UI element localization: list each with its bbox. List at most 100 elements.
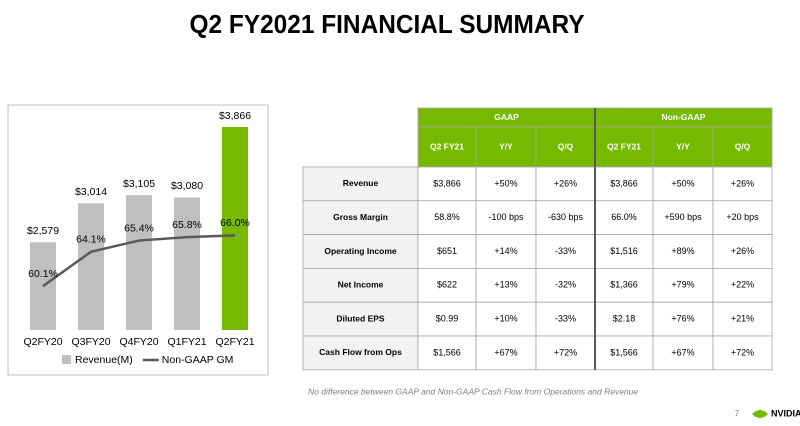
footnote: No difference between GAAP and Non-GAAP … — [308, 386, 638, 396]
table-cell: -33% — [555, 313, 576, 323]
table-cell-bg — [712, 234, 773, 269]
group-header: Non-GAAP — [662, 112, 706, 122]
table-cell: -32% — [555, 280, 576, 290]
slide-title: Q2 FY2021 FINANCIAL SUMMARY — [190, 9, 585, 39]
bar-value-label: $2,579 — [27, 225, 59, 237]
x-tick-label: Q1FY21 — [167, 336, 206, 348]
line-value-label: 65.8% — [172, 219, 202, 231]
column-header-bg — [594, 126, 654, 168]
table-cell: +20 bps — [726, 212, 759, 222]
table-cell: +22% — [731, 280, 754, 290]
table-cell: -100 bps — [488, 212, 524, 222]
table-cell: +26% — [731, 178, 754, 188]
row-label-bg — [302, 234, 419, 269]
table-cell: $622 — [437, 280, 457, 290]
column-header: Y/Y — [499, 141, 513, 151]
row-label-bg — [302, 267, 419, 303]
table-cell: +50% — [671, 178, 694, 188]
table-cell-bg — [712, 301, 773, 337]
table-cell-bg — [594, 166, 654, 202]
table-cell: $1,516 — [610, 246, 638, 256]
table-cell-bg — [652, 234, 714, 269]
x-tick-label: Q3FY20 — [71, 336, 110, 348]
table-cell: +89% — [671, 246, 694, 256]
table-cell-bg — [652, 200, 714, 236]
line-value-label: 65.4% — [124, 222, 154, 234]
bar — [126, 195, 152, 330]
bar-value-label: $3,866 — [219, 110, 251, 122]
table-cell-bg — [417, 301, 477, 337]
table-cell: $3,866 — [433, 178, 461, 188]
table-cell-bg — [475, 234, 537, 269]
legend-label: Revenue(M) — [75, 354, 133, 366]
line-value-label: 66.0% — [220, 217, 250, 229]
table-cell: $1,366 — [610, 280, 638, 290]
page-number: 7 — [735, 409, 740, 418]
table-cell: +72% — [554, 347, 577, 357]
table-cell: +590 bps — [664, 212, 702, 222]
column-header: Y/Y — [676, 141, 690, 151]
table-cell: +67% — [494, 347, 517, 357]
gm-line — [42, 234, 236, 288]
line-value-label: 60.1% — [28, 268, 58, 280]
x-tick-label: Q2FY20 — [23, 336, 62, 348]
bar — [78, 203, 104, 330]
table-cell: +72% — [731, 347, 754, 357]
table-cell: $1,566 — [610, 347, 638, 357]
table-cell-bg — [417, 200, 477, 236]
column-header-bg — [712, 126, 773, 168]
table-cell: $2.18 — [613, 313, 636, 323]
table-cell: -33% — [555, 246, 576, 256]
column-header-bg — [652, 126, 714, 168]
table-cell-bg — [594, 267, 654, 303]
row-label: Cash Flow from Ops — [319, 347, 402, 357]
table-cell-bg — [535, 200, 596, 236]
table-cell-bg — [652, 301, 714, 337]
table-cell: $1,566 — [433, 347, 461, 357]
table-cell-bg — [535, 166, 596, 202]
line-value-label: 64.1% — [76, 234, 106, 246]
row-label-bg — [302, 301, 419, 337]
table-cell: +79% — [671, 280, 694, 290]
table-cell-bg — [712, 335, 773, 371]
row-label: Diluted EPS — [336, 313, 385, 323]
bar-value-label: $3,014 — [75, 186, 107, 198]
table-cell: +10% — [494, 313, 517, 323]
table-cell: 58.8% — [434, 212, 460, 222]
table-cell: +76% — [671, 313, 694, 323]
table-cell-bg — [535, 267, 596, 303]
column-header-bg — [417, 126, 477, 168]
table-cell: $651 — [437, 246, 457, 256]
table-cell-bg — [535, 335, 596, 371]
table-cell: $3,866 — [610, 178, 638, 188]
table-cell-bg — [475, 200, 537, 236]
bar-value-label: $3,080 — [171, 180, 203, 192]
logo: NVIDIA — [771, 408, 800, 418]
legend-swatch — [62, 355, 71, 364]
row-label: Revenue — [343, 178, 379, 188]
row-label: Operating Income — [324, 246, 397, 256]
logo-mark — [752, 410, 768, 418]
bar-value-label: $3,105 — [123, 178, 155, 190]
bar — [222, 127, 248, 330]
column-header-bg — [535, 126, 596, 168]
table-cell: +21% — [731, 313, 754, 323]
table-cell-bg — [417, 335, 477, 371]
table-cell: +13% — [494, 280, 517, 290]
table-cell-bg — [712, 267, 773, 303]
table-cell: +26% — [731, 246, 754, 256]
table-cell: $0.99 — [436, 313, 459, 323]
table-cell-bg — [475, 335, 537, 371]
row-label: Net Income — [338, 280, 384, 290]
table-cell-bg — [475, 166, 537, 202]
column-header: Q2 FY21 — [607, 141, 641, 151]
x-tick-label: Q4FY20 — [119, 336, 158, 348]
table-cell: +67% — [671, 347, 694, 357]
bar — [174, 197, 200, 330]
table-cell-bg — [417, 166, 477, 202]
table-cell-bg — [652, 335, 714, 371]
column-header: Q/Q — [735, 141, 751, 151]
table-cell: 66.0% — [611, 212, 637, 222]
table-cell: -630 bps — [548, 212, 584, 222]
column-header: Q/Q — [558, 141, 574, 151]
